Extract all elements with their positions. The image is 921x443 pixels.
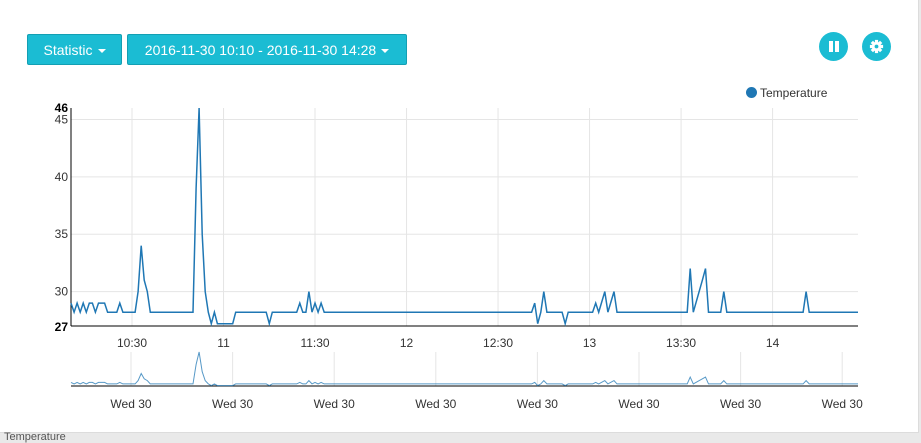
date-range-dropdown-button[interactable]: 2016-11-30 10:10 - 2016-11-30 14:28 [127, 34, 407, 65]
settings-button[interactable] [862, 32, 891, 61]
series-line-temperature [70, 107, 858, 327]
chevron-down-icon [381, 49, 390, 54]
context-tick-label: Wed 30 [314, 397, 355, 411]
chart-panel: Statistic 2016-11-30 10:10 - 2016-11-30 … [0, 0, 919, 433]
x-tick-label: 12:30 [483, 336, 513, 350]
x-tick-label: 11 [217, 336, 230, 350]
x-tick-label: 10:30 [117, 336, 147, 350]
x-tick-label: 14 [766, 336, 780, 350]
statistic-dropdown-button[interactable]: Statistic [27, 34, 122, 65]
context-tick-label: Wed 30 [517, 397, 558, 411]
statistic-dropdown-label: Statistic [43, 42, 93, 58]
x-tick-label: 12 [400, 336, 414, 350]
y-extent-label-max: 46 [55, 101, 69, 115]
gear-icon [869, 39, 884, 54]
y-extent-label-min: 27 [55, 320, 69, 334]
pause-button[interactable] [819, 32, 848, 61]
temperature-chart[interactable]: 30 35 40 45 27 46 10:30 11 11:30 12 12:30 13 13:30 14… [0, 0, 918, 432]
chevron-down-icon [97, 49, 106, 54]
context-tick-label: Wed 30 [415, 397, 456, 411]
date-range-label: 2016-11-30 10:10 - 2016-11-30 14:28 [144, 42, 377, 58]
pause-icon [829, 41, 839, 52]
x-tick-label: 11:30 [300, 336, 329, 350]
y-tick-label: 30 [55, 285, 69, 299]
context-tick-label: Wed 30 [618, 397, 659, 411]
context-tick-label: Wed 30 [212, 397, 253, 411]
legend-label: Temperature [760, 86, 828, 100]
context-tick-label: Wed 30 [110, 397, 151, 411]
y-tick-label: 40 [55, 170, 69, 184]
y-tick-label: 35 [55, 227, 69, 241]
footer-partial-label: Temperature [4, 431, 66, 443]
y-tick-label: 45 [55, 112, 69, 126]
context-tick-label: Wed 30 [822, 397, 863, 411]
x-tick-label: 13 [583, 336, 597, 350]
legend-dot [746, 87, 757, 98]
chart-legend[interactable]: Temperature [746, 86, 827, 100]
context-tick-label: Wed 30 [720, 397, 761, 411]
x-tick-label: 13:30 [666, 336, 696, 350]
context-series-line-temperature [70, 351, 858, 387]
